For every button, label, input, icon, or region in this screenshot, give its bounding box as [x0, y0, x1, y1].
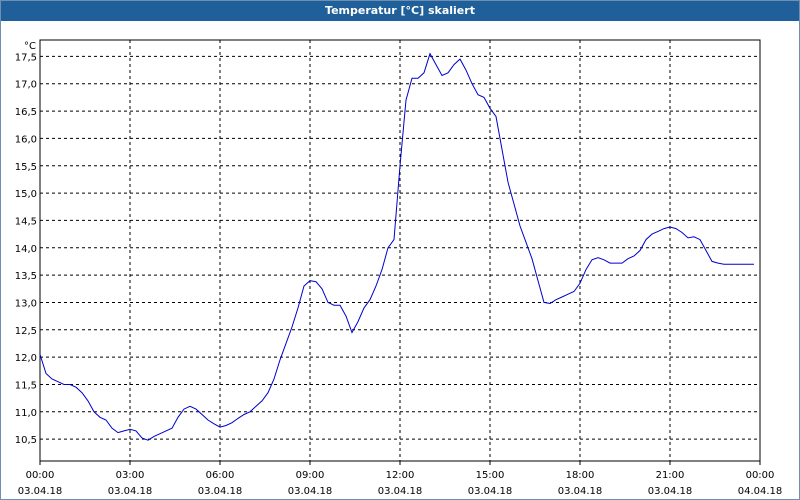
y-tick-label: 14,5 — [15, 216, 37, 227]
x-tick-time: 09:00 — [296, 470, 325, 481]
x-tick-date: 03.04.18 — [108, 486, 153, 497]
x-tick-time: 00:00 — [26, 470, 55, 481]
y-tick-label: 15,0 — [15, 189, 37, 200]
y-tick-label: 10,5 — [15, 435, 37, 446]
x-tick-time: 18:00 — [566, 470, 595, 481]
y-axis-unit: °C — [24, 41, 36, 52]
y-tick-label: 13,0 — [15, 298, 37, 309]
y-tick-label: 12,5 — [15, 326, 37, 337]
x-tick-date: 03.04.18 — [18, 486, 63, 497]
temperature-line — [39, 52, 754, 441]
x-tick-time: 06:00 — [206, 470, 235, 481]
y-tick-label: 14,0 — [15, 244, 37, 255]
y-axis: 10,5 11,0 11,5 12,0 12,5 13,0 13,5 14,0 14,5 15,0… — [15, 52, 37, 446]
x-tick-date: 03.04.18 — [648, 486, 693, 497]
y-tick-label: 16,5 — [15, 107, 37, 118]
x-tick-time: 03:00 — [116, 470, 145, 481]
grid-lines — [40, 40, 760, 461]
x-tick-time: 00:00 — [746, 470, 775, 481]
y-tick-label: 15,5 — [15, 162, 37, 173]
x-tick-time: 12:00 — [386, 470, 415, 481]
x-tick-date: 03.04.18 — [288, 486, 333, 497]
x-tick-time: 21:00 — [656, 470, 685, 481]
y-tick-label: 12,0 — [15, 353, 37, 364]
x-tick-date: 04.04.18 — [738, 486, 783, 497]
y-tick-label: 11,5 — [15, 380, 37, 391]
x-axis: 00:00 03.04.18 03:00 03.04.18 06:00 03.04.18 0… — [18, 461, 783, 497]
window-title: Temperatur [°C] skaliert — [1, 1, 799, 21]
x-tick-date: 03.04.18 — [198, 486, 243, 497]
y-tick-label: 13,5 — [15, 271, 37, 282]
x-tick-date: 03.04.18 — [468, 486, 513, 497]
y-tick-label: 11,0 — [15, 408, 37, 419]
y-tick-label: 16,0 — [15, 134, 37, 145]
x-tick-date: 03.04.18 — [378, 486, 423, 497]
x-tick-date: 03.04.18 — [558, 486, 603, 497]
y-tick-label: 17,0 — [15, 80, 37, 91]
y-tick-label: 17,5 — [15, 52, 37, 63]
x-tick-time: 15:00 — [476, 470, 505, 481]
